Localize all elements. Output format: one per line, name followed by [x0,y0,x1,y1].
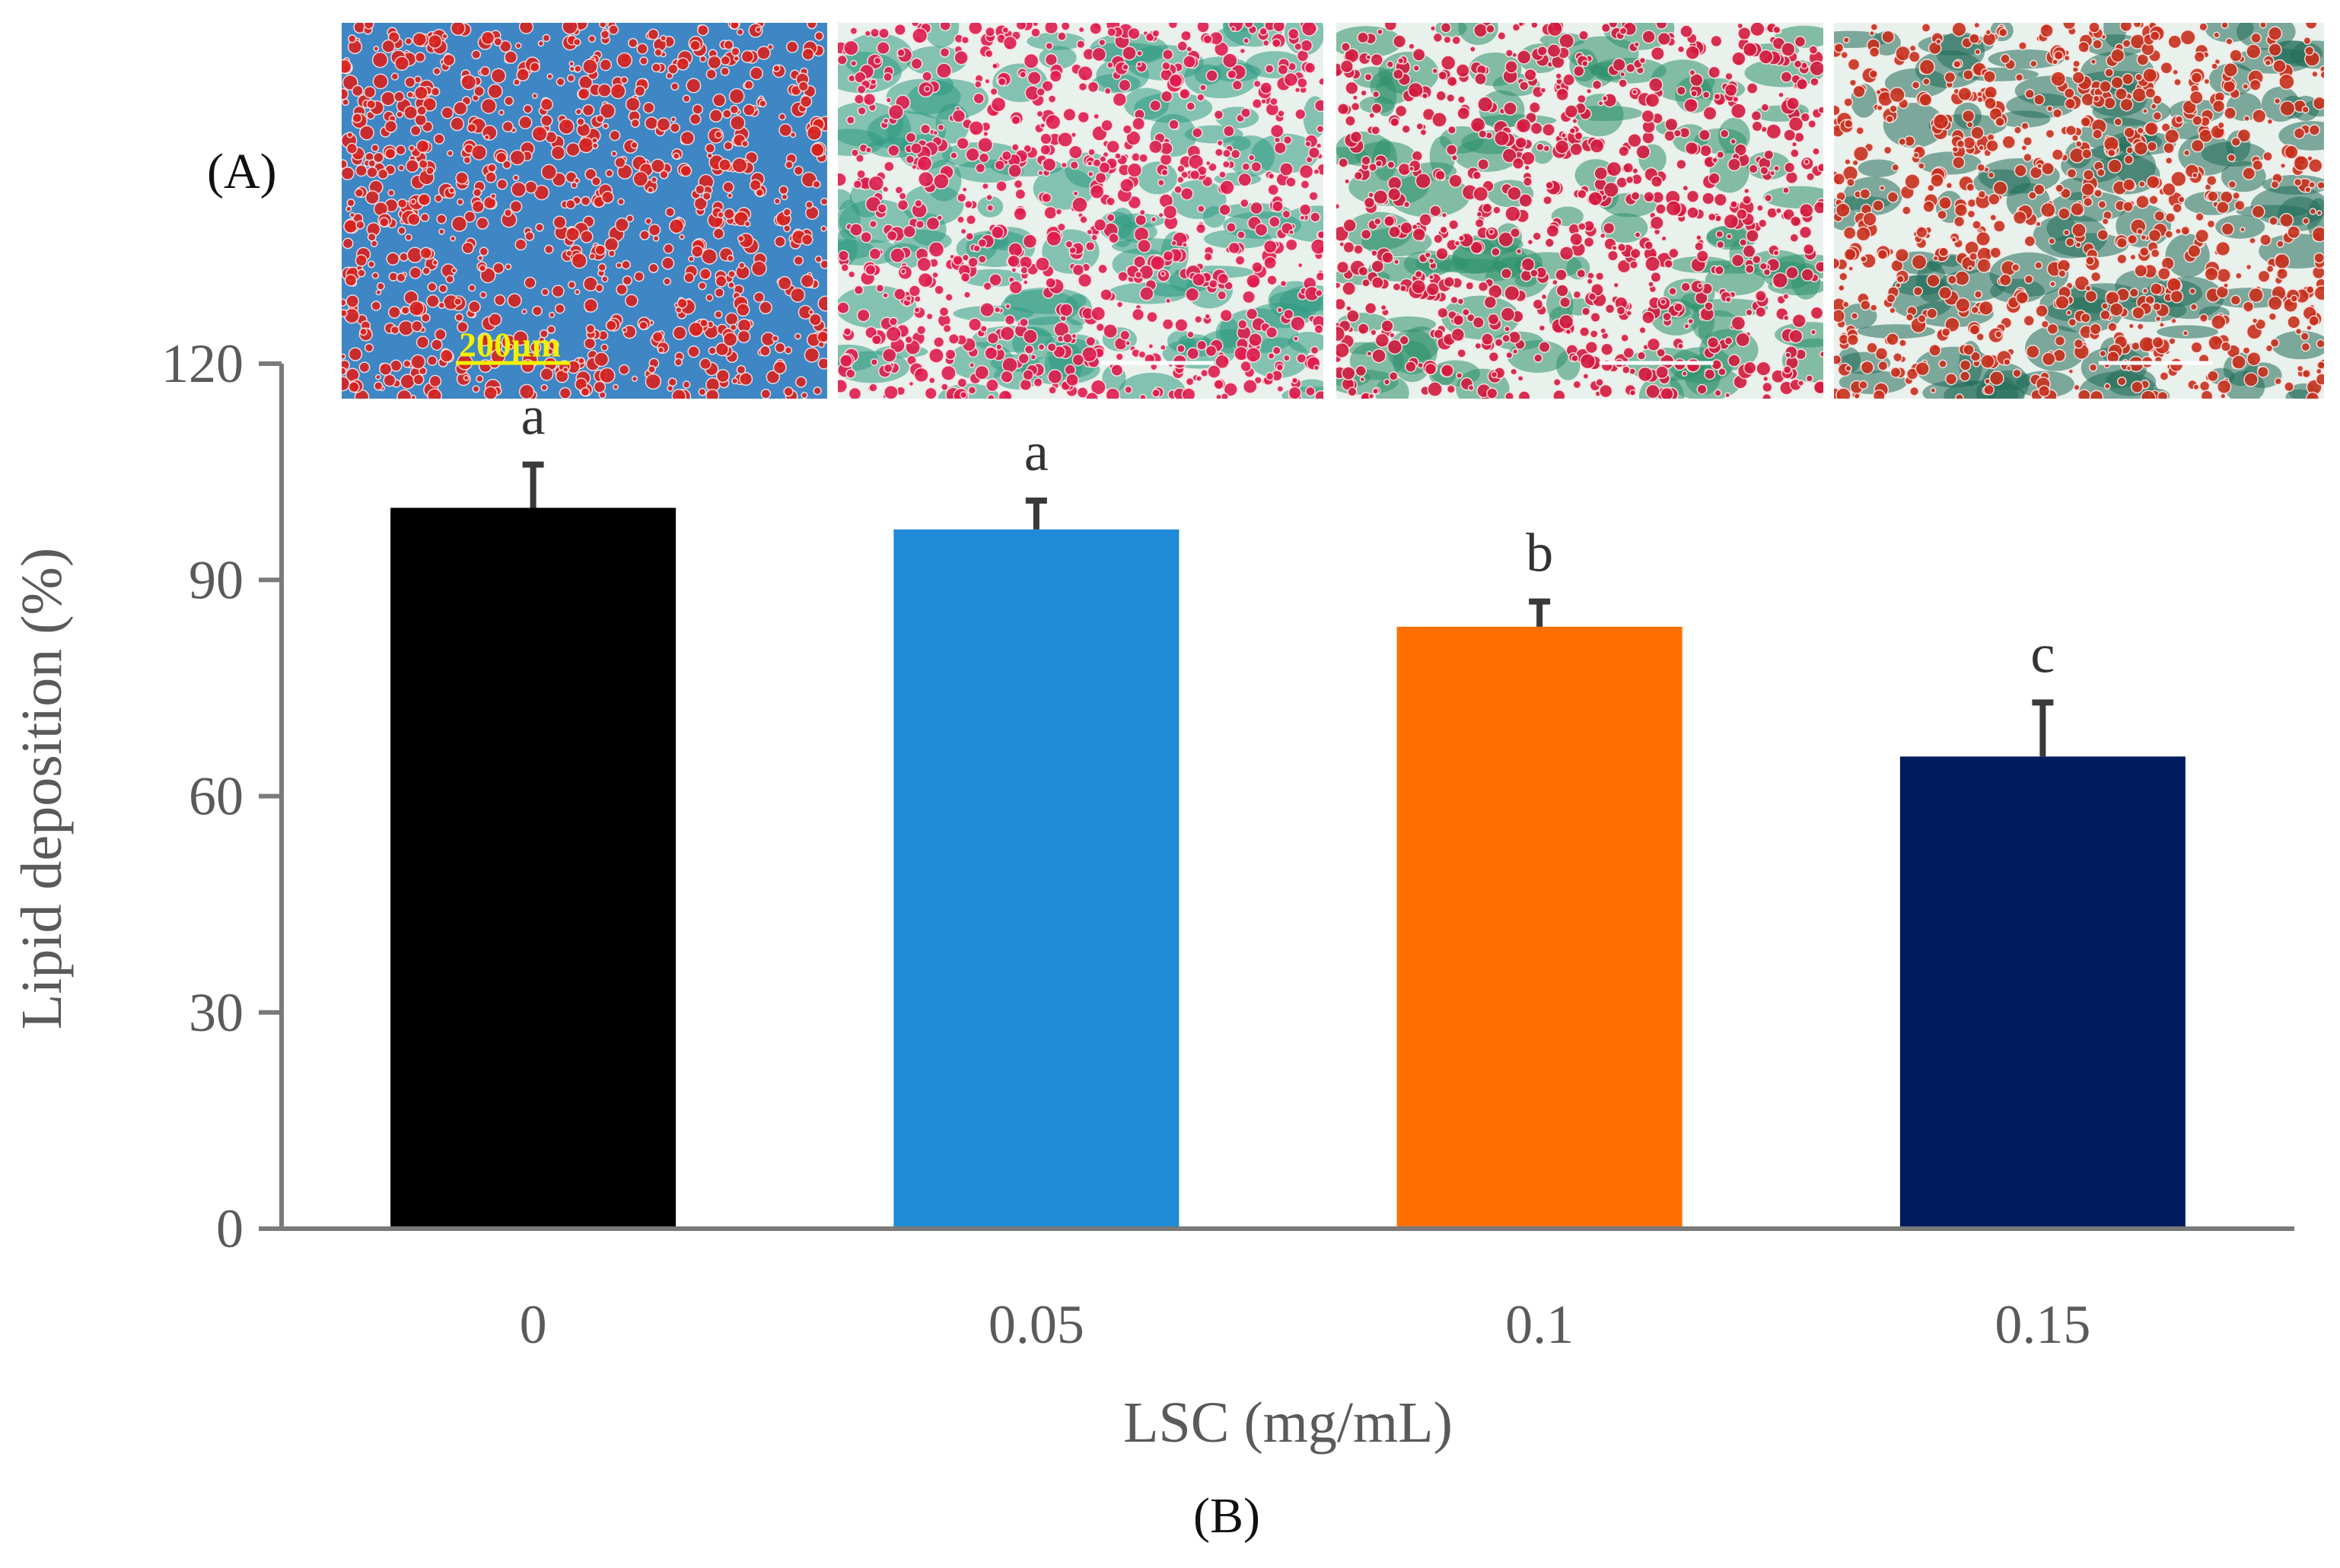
bar [893,529,1180,1229]
x-axis-title: LSC (mg/mL) [1123,1391,1453,1455]
y-axis-title: Lipid deposition (%) [10,548,74,1029]
significance-letter: a [1024,421,1049,482]
y-tick-label: 0 [216,1198,244,1259]
y-tick-label: 90 [189,549,244,610]
x-tick-label: 0.15 [1995,1294,2090,1355]
micrograph-lsc-0.05 [838,23,1323,399]
bar [1396,626,1683,1229]
scale-bar-label: 200µm [459,326,561,364]
panel-b-label: (B) [1193,1488,1260,1544]
x-tick-label: 0.05 [989,1294,1084,1355]
x-tick-label: 0 [520,1294,547,1355]
x-tick-label: 0.1 [1505,1294,1574,1355]
micrograph-lsc-0.1 [1336,23,1823,399]
bar [390,507,677,1229]
y-tick-label: 30 [189,982,244,1043]
significance-letter: a [521,386,546,447]
y-tick-label: 60 [189,766,244,827]
bar [1899,756,2186,1229]
significance-letter: b [1526,523,1553,584]
y-tick-label: 120 [161,333,244,394]
panel-a-label: (A) [207,144,277,199]
significance-letter: c [2030,623,2055,684]
micrograph-lsc-0.15 [1834,23,2324,399]
micrograph-lsc-0: 200µm [342,23,827,399]
